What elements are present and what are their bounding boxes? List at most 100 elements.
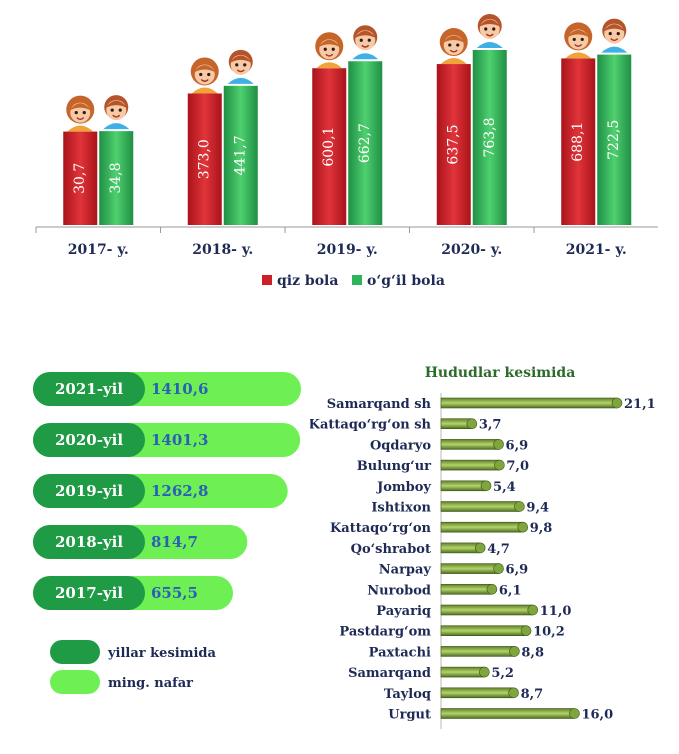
region-bar-cap	[514, 501, 525, 512]
legend-label-ming-nafar: ming. nafar	[108, 676, 193, 691]
bar-qiz-bola	[187, 93, 222, 225]
region-value-label: 10,2	[533, 625, 565, 640]
region-value-label: 6,9	[506, 563, 529, 578]
region-label: Nurobod	[367, 583, 431, 598]
girl-icon	[190, 57, 219, 94]
region-bar	[440, 687, 514, 699]
value-pill-label: 1262,8	[151, 482, 208, 500]
girl-icon	[315, 32, 344, 69]
region-bar-cap	[480, 480, 492, 492]
legend-label-qiz-bola: qiz bola	[277, 273, 338, 289]
region-bar-cap	[508, 687, 519, 699]
region-bar-cap	[611, 397, 623, 409]
region-label: Paxtachi	[369, 645, 431, 660]
bar-value-label: 441,7	[233, 135, 249, 175]
region-bar-cap	[466, 418, 478, 429]
region-value-label: 8,7	[521, 687, 544, 702]
girl-icon	[439, 28, 468, 65]
bar-qiz-bola	[561, 58, 596, 226]
region-value-label: 6,9	[506, 438, 529, 453]
region-value-label: 3,7	[479, 418, 502, 433]
bar-value-label: 722,5	[606, 120, 622, 160]
bar-value-label: 34,8	[108, 162, 124, 193]
region-value-label: 4,7	[487, 542, 510, 557]
bar-ogil-bola	[223, 85, 258, 225]
region-bar	[440, 604, 534, 616]
region-value-label: 21,1	[624, 397, 656, 412]
bar-ogil-bola	[348, 61, 383, 226]
value-pill-label: 1401,3	[151, 431, 208, 449]
legend-label-years: yillar kesimida	[107, 646, 216, 661]
region-bar	[440, 584, 493, 595]
region-value-label: 9,8	[530, 521, 553, 536]
region-bar-cap	[569, 708, 580, 719]
bar-ogil-bola	[597, 54, 632, 225]
year-pill	[33, 474, 145, 508]
region-bar	[440, 625, 527, 637]
region-bar-cap	[527, 604, 539, 616]
region-bar	[440, 459, 500, 471]
year-pill-label: 2020-yil	[55, 431, 123, 449]
bar-qiz-bola	[436, 64, 471, 225]
region-value-label: 5,4	[493, 480, 516, 495]
region-bar	[440, 521, 524, 533]
value-pill-label: 814,7	[151, 533, 198, 551]
legend-swatch-ming-nafar	[50, 670, 100, 694]
region-value-label: 6,1	[499, 583, 522, 598]
region-label: Kattaqo‘rg‘on sh	[310, 418, 432, 433]
girl-icon	[66, 95, 95, 132]
yearly-total-pill-chart: 2021-yil 1410,6 2020-yil 1401,3 2019-yil 1262…	[33, 372, 301, 694]
region-label: Tayloq	[384, 687, 431, 702]
region-bar	[440, 480, 487, 492]
region-bar	[440, 646, 515, 657]
region-bar	[440, 542, 481, 554]
region-label: Samarqand	[348, 666, 431, 681]
regions-chart-title: Hududlar kesimida	[425, 365, 576, 381]
year-pill-label: 2019-yil	[55, 482, 123, 500]
year-pill-label: 2017-yil	[55, 584, 123, 602]
region-value-label: 11,0	[540, 604, 572, 619]
region-bar-cap	[474, 542, 486, 554]
x-tick-label: 2021- y.	[566, 242, 627, 258]
region-bar	[440, 666, 485, 678]
region-label: Kattaqo‘rg‘on	[330, 521, 432, 536]
bar-qiz-bola	[63, 131, 98, 225]
bar-ogil-bola	[99, 131, 134, 225]
region-bar-cap	[509, 646, 520, 657]
legend-swatch-ogil-bola	[352, 275, 362, 285]
year-pill-label: 2021-yil	[55, 380, 123, 398]
region-label: Oqdaryo	[370, 438, 431, 453]
yearly-gender-bar-chart: 30,7 34,8 2017- y. 373,0 441,7 2018- y. 600,1 6…	[35, 14, 658, 289]
x-tick-label: 2020- y.	[441, 242, 502, 258]
bar-value-label: 662,7	[357, 123, 373, 163]
bar-qiz-bola	[312, 68, 347, 225]
region-bar	[440, 439, 499, 450]
year-pill	[33, 423, 145, 457]
year-pill	[33, 372, 145, 406]
region-label: Qo‘shrabot	[351, 542, 431, 557]
region-bar-cap	[517, 521, 529, 533]
legend-label-ogil-bola: o‘g‘il bola	[367, 273, 445, 289]
year-pill-label: 2018-yil	[55, 533, 123, 551]
region-label: Payariq	[376, 604, 431, 619]
region-label: Ishtixon	[371, 501, 431, 516]
value-pill-label: 1410,6	[151, 380, 208, 398]
value-pill-label: 655,5	[151, 584, 198, 602]
girl-icon	[564, 22, 593, 59]
year-pill	[33, 576, 145, 610]
region-label: Urgut	[388, 708, 431, 723]
region-bar	[440, 563, 499, 574]
year-pill	[33, 525, 145, 559]
region-bar-cap	[493, 563, 504, 574]
regions-bar-chart: Hududlar kesimida Samarqand sh 21,1 Kattaqo…	[310, 365, 656, 729]
region-label: Pastdarg‘om	[339, 625, 431, 640]
region-bar-cap	[520, 625, 532, 637]
region-label: Samarqand sh	[327, 397, 432, 412]
bar-value-label: 688,1	[570, 122, 586, 162]
x-tick-label: 2018- y.	[192, 242, 253, 258]
region-value-label: 7,0	[506, 459, 529, 474]
region-bar	[440, 397, 618, 409]
region-bar-cap	[479, 666, 490, 678]
boy-icon	[227, 49, 254, 84]
x-tick-label: 2019- y.	[317, 242, 378, 258]
